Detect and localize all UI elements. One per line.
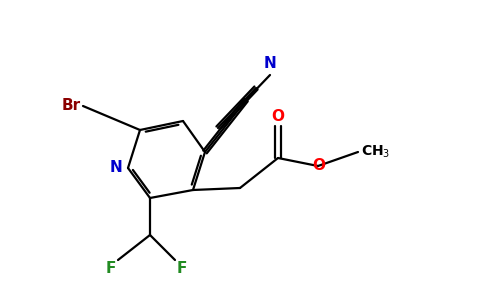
Text: N: N (109, 160, 122, 175)
Text: O: O (272, 109, 285, 124)
Text: N: N (264, 56, 276, 71)
Text: Br: Br (62, 98, 81, 112)
Text: O: O (313, 158, 326, 173)
Text: F: F (177, 261, 187, 276)
Text: F: F (106, 261, 116, 276)
Text: CH$_3$: CH$_3$ (361, 144, 390, 160)
